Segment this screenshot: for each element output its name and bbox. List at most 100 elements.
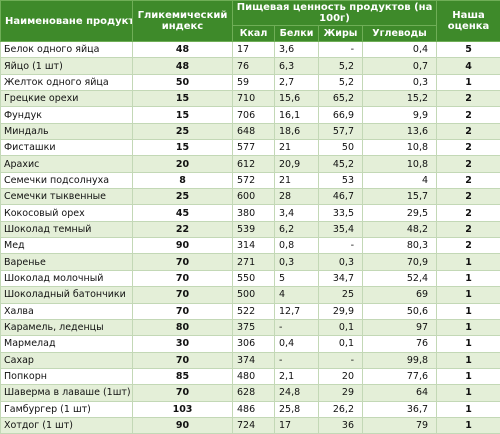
- header-kcal: Ккал: [233, 26, 275, 42]
- cell-fat: 57,7: [319, 123, 363, 139]
- cell-fat: 20: [319, 368, 363, 384]
- cell-product-name: Варенье: [1, 254, 133, 270]
- cell-glycemic-index: 50: [133, 74, 233, 90]
- cell-kcal: 76: [233, 58, 275, 74]
- cell-glycemic-index: 70: [133, 352, 233, 368]
- cell-protein: 28: [275, 189, 319, 205]
- cell-glycemic-index: 20: [133, 156, 233, 172]
- cell-protein: 4: [275, 287, 319, 303]
- cell-rating: 1: [437, 74, 500, 90]
- cell-carbs: 9,9: [363, 107, 437, 123]
- cell-fat: 0,1: [319, 319, 363, 335]
- cell-product-name: Шоколад молочный: [1, 270, 133, 286]
- cell-carbs: 15,7: [363, 189, 437, 205]
- cell-product-name: Гамбургер (1 шт): [1, 401, 133, 417]
- cell-protein: 15,6: [275, 91, 319, 107]
- cell-protein: 24,8: [275, 385, 319, 401]
- cell-product-name: Семечки подсолнуха: [1, 172, 133, 188]
- cell-rating: 2: [437, 205, 500, 221]
- cell-fat: -: [319, 42, 363, 58]
- cell-glycemic-index: 48: [133, 58, 233, 74]
- cell-carbs: 69: [363, 287, 437, 303]
- cell-protein: -: [275, 319, 319, 335]
- cell-kcal: 600: [233, 189, 275, 205]
- cell-product-name: Попкорн: [1, 368, 133, 384]
- cell-glycemic-index: 15: [133, 107, 233, 123]
- cell-glycemic-index: 25: [133, 189, 233, 205]
- cell-protein: 21: [275, 140, 319, 156]
- cell-rating: 2: [437, 189, 500, 205]
- header-protein: Белки: [275, 26, 319, 42]
- cell-glycemic-index: 90: [133, 238, 233, 254]
- cell-product-name: Шаверма в лаваше (1шт): [1, 385, 133, 401]
- cell-glycemic-index: 15: [133, 91, 233, 107]
- cell-fat: 5,2: [319, 74, 363, 90]
- cell-glycemic-index: 22: [133, 221, 233, 237]
- cell-kcal: 59: [233, 74, 275, 90]
- cell-protein: 16,1: [275, 107, 319, 123]
- cell-fat: 35,4: [319, 221, 363, 237]
- cell-glycemic-index: 48: [133, 42, 233, 58]
- cell-kcal: 628: [233, 385, 275, 401]
- cell-fat: -: [319, 352, 363, 368]
- cell-product-name: Фисташки: [1, 140, 133, 156]
- cell-kcal: 17: [233, 42, 275, 58]
- cell-protein: 6,2: [275, 221, 319, 237]
- cell-carbs: 70,9: [363, 254, 437, 270]
- cell-carbs: 0,4: [363, 42, 437, 58]
- cell-kcal: 539: [233, 221, 275, 237]
- cell-fat: 29,9: [319, 303, 363, 319]
- cell-rating: 2: [437, 140, 500, 156]
- cell-rating: 2: [437, 238, 500, 254]
- cell-kcal: 706: [233, 107, 275, 123]
- cell-protein: 0,8: [275, 238, 319, 254]
- cell-product-name: Халва: [1, 303, 133, 319]
- cell-fat: 34,7: [319, 270, 363, 286]
- cell-carbs: 10,8: [363, 140, 437, 156]
- cell-carbs: 15,2: [363, 91, 437, 107]
- cell-carbs: 10,8: [363, 156, 437, 172]
- cell-kcal: 480: [233, 368, 275, 384]
- cell-product-name: Грецкие орехи: [1, 91, 133, 107]
- cell-glycemic-index: 25: [133, 123, 233, 139]
- cell-protein: 25,8: [275, 401, 319, 417]
- cell-protein: 17: [275, 417, 319, 433]
- cell-fat: 29: [319, 385, 363, 401]
- cell-glycemic-index: 103: [133, 401, 233, 417]
- cell-carbs: 50,6: [363, 303, 437, 319]
- cell-fat: 50: [319, 140, 363, 156]
- cell-carbs: 0,7: [363, 58, 437, 74]
- cell-glycemic-index: 70: [133, 287, 233, 303]
- cell-kcal: 724: [233, 417, 275, 433]
- cell-rating: 2: [437, 221, 500, 237]
- cell-carbs: 64: [363, 385, 437, 401]
- cell-rating: 1: [437, 352, 500, 368]
- cell-protein: 12,7: [275, 303, 319, 319]
- cell-product-name: Шоколадный батончики: [1, 287, 133, 303]
- cell-kcal: 612: [233, 156, 275, 172]
- cell-rating: 2: [437, 91, 500, 107]
- cell-product-name: Карамель, леденцы: [1, 319, 133, 335]
- cell-kcal: 710: [233, 91, 275, 107]
- cell-carbs: 76: [363, 336, 437, 352]
- cell-carbs: 99,8: [363, 352, 437, 368]
- cell-carbs: 77,6: [363, 368, 437, 384]
- cell-product-name: Шоколад темный: [1, 221, 133, 237]
- cell-glycemic-index: 85: [133, 368, 233, 384]
- cell-product-name: Мед: [1, 238, 133, 254]
